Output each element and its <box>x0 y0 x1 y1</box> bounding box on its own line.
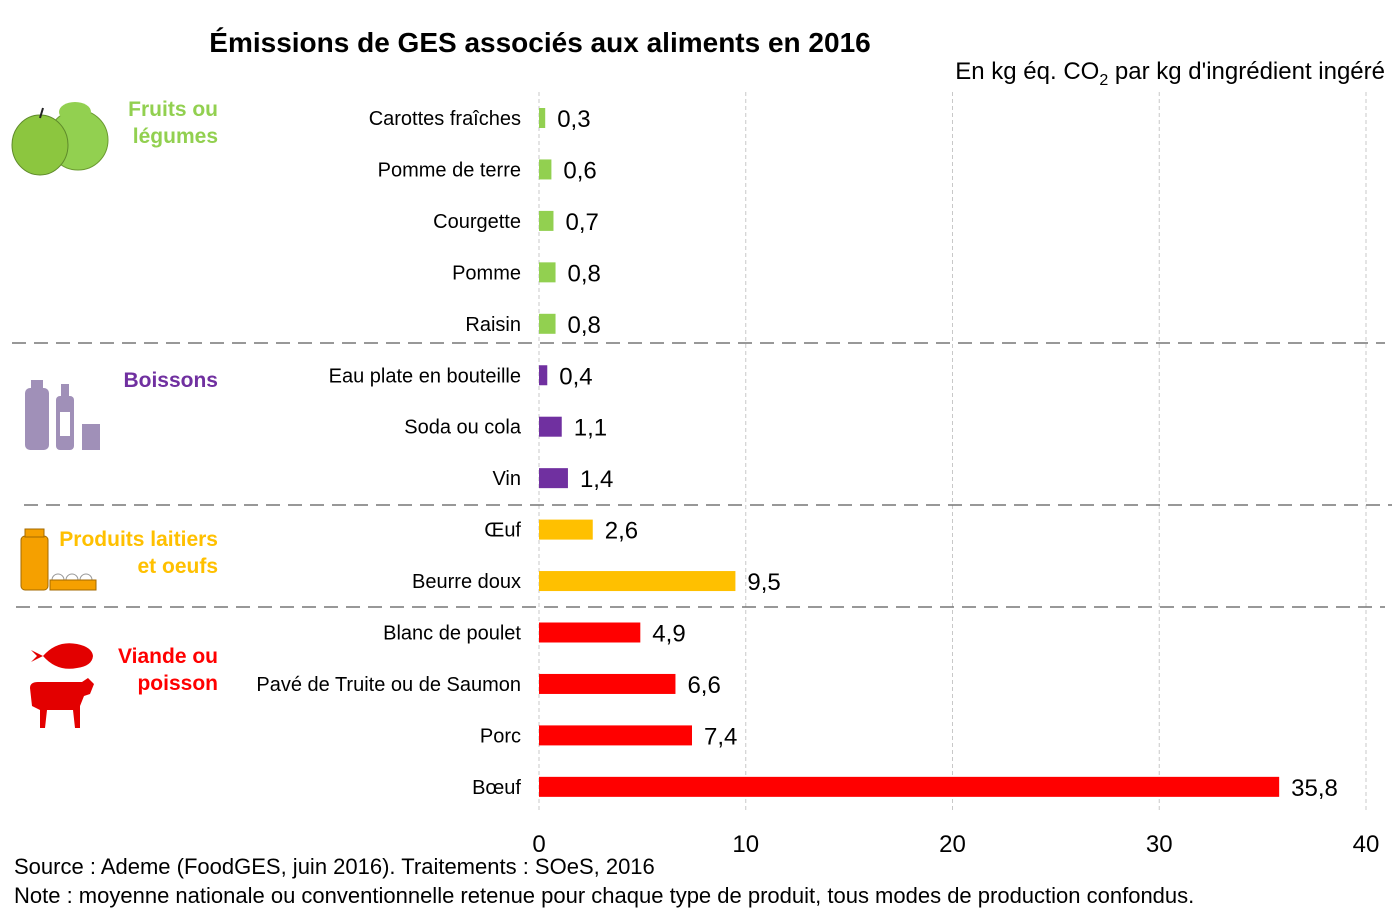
value-label: 6,6 <box>687 672 720 699</box>
category-label: Pavé de Truite ou de Saumon <box>256 674 521 696</box>
value-label: 2,6 <box>605 518 638 545</box>
value-label: 35,8 <box>1291 775 1338 802</box>
category-label: Pomme de terre <box>378 159 521 181</box>
bottles-icon <box>25 380 100 450</box>
x-tick-label: 40 <box>1353 831 1380 858</box>
x-tick-label: 20 <box>939 831 966 858</box>
bar <box>539 776 1280 797</box>
bars: Carottes fraîches 0,3 Pomme de terre 0,6 Cou… <box>256 106 1338 802</box>
value-label: 0,6 <box>563 157 596 184</box>
group-label: légumes <box>133 125 218 148</box>
x-tick-label: 0 <box>532 831 545 858</box>
bar <box>539 725 692 746</box>
chart-subtitle: En kg éq. CO2 par kg d'ingrédient ingéré <box>955 58 1385 89</box>
value-label: 0,7 <box>565 209 598 236</box>
group-label: Produits laitiers <box>59 528 218 551</box>
bar <box>539 519 593 540</box>
category-label: Carottes fraîches <box>369 108 521 130</box>
group-label: Fruits ou <box>128 98 218 121</box>
bar <box>539 365 548 386</box>
value-label: 0,8 <box>568 312 601 339</box>
value-label: 0,4 <box>559 363 592 390</box>
category-label: Courgette <box>433 211 521 233</box>
chart-title: Émissions de GES associés aux aliments e… <box>209 27 870 58</box>
bar <box>539 571 736 592</box>
bar <box>539 262 556 283</box>
value-label: 4,9 <box>652 621 685 648</box>
bar <box>539 210 554 231</box>
x-axis-ticks: 0 10 20 30 40 <box>532 831 1379 858</box>
category-label: Blanc de poulet <box>383 623 521 645</box>
fruits-vegetables-icon <box>11 102 109 176</box>
category-label: Œuf <box>484 520 521 542</box>
group-separators <box>12 342 1392 608</box>
bar <box>539 159 552 180</box>
category-label: Pomme <box>452 262 521 284</box>
x-tick-label: 10 <box>732 831 759 858</box>
fish-cow-icon <box>30 643 94 728</box>
bar <box>539 313 556 334</box>
bar <box>539 416 562 437</box>
category-label: Bœuf <box>472 777 521 799</box>
bar <box>539 622 641 643</box>
category-label: Vin <box>492 468 521 490</box>
note-text: Note : moyenne nationale ou conventionne… <box>14 883 1194 908</box>
group-label: et oeufs <box>137 555 218 578</box>
source-text: Source : Ademe (FoodGES, juin 2016). Tra… <box>14 854 655 879</box>
bar <box>539 468 568 489</box>
group-label: Boissons <box>123 369 218 392</box>
bar <box>539 108 546 128</box>
value-label: 9,5 <box>747 569 780 596</box>
value-label: 0,8 <box>568 260 601 287</box>
value-label: 7,4 <box>704 723 737 750</box>
milk-eggs-icon <box>20 528 97 591</box>
value-label: 0,3 <box>557 106 590 133</box>
category-label: Porc <box>480 725 521 747</box>
group-label: Viande ou <box>118 645 218 668</box>
x-tick-label: 30 <box>1146 831 1173 858</box>
value-label: 1,4 <box>580 466 613 493</box>
category-label: Soda ou cola <box>404 417 522 439</box>
group-labels: Fruits ou légumes Boissons Produits laitier… <box>59 98 218 695</box>
grid <box>538 92 1367 810</box>
category-label: Raisin <box>465 314 521 336</box>
value-label: 1,1 <box>574 415 607 442</box>
group-label: poisson <box>137 672 218 695</box>
category-label: Eau plate en bouteille <box>329 365 521 387</box>
category-label: Beurre doux <box>412 571 521 593</box>
bar <box>539 673 676 694</box>
